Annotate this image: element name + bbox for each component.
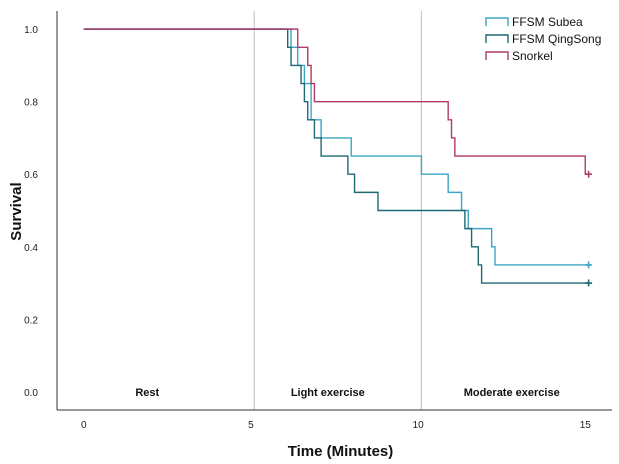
x-axis-title: Time (Minutes) [288, 443, 394, 460]
y-tick-label: 0.2 [24, 315, 38, 326]
censor-mark [585, 170, 593, 178]
y-tick-label: 0.6 [24, 170, 38, 181]
censor-mark [585, 261, 593, 269]
x-tick-label: 15 [580, 420, 592, 431]
x-tick-label: 5 [248, 420, 254, 431]
legend-swatch [485, 51, 509, 60]
phase-label: Moderate exercise [464, 387, 560, 399]
series-line [83, 28, 589, 284]
legend-label: FFSM Subea [512, 15, 583, 29]
legend-label: Snorkel [512, 49, 553, 63]
y-tick-label: 0.0 [24, 388, 38, 399]
phase-label: Light exercise [291, 387, 365, 399]
y-tick-label: 0.8 [24, 98, 38, 109]
series-line [83, 28, 589, 175]
axes [56, 11, 612, 411]
x-tick-label: 10 [413, 420, 425, 431]
censor-mark [585, 279, 593, 287]
legend: FFSM Subea FFSM QingSong Snorkel [485, 15, 601, 63]
series-line [83, 28, 589, 266]
legend-swatch [485, 34, 509, 43]
y-axis-title: Survival [8, 182, 25, 240]
legend-swatch [485, 17, 509, 26]
tick-labels: 0 5 10 15 0.0 0.2 0.4 0.6 0.8 1.0 [24, 25, 591, 431]
y-tick-label: 1.0 [24, 25, 38, 36]
legend-label: FFSM QingSong [512, 32, 601, 46]
x-tick-label: 0 [81, 420, 87, 431]
phase-labels: Rest Light exercise Moderate exercise [135, 387, 559, 399]
y-tick-label: 0.4 [24, 243, 38, 254]
phase-label: Rest [135, 387, 159, 399]
series-lines [83, 28, 593, 287]
